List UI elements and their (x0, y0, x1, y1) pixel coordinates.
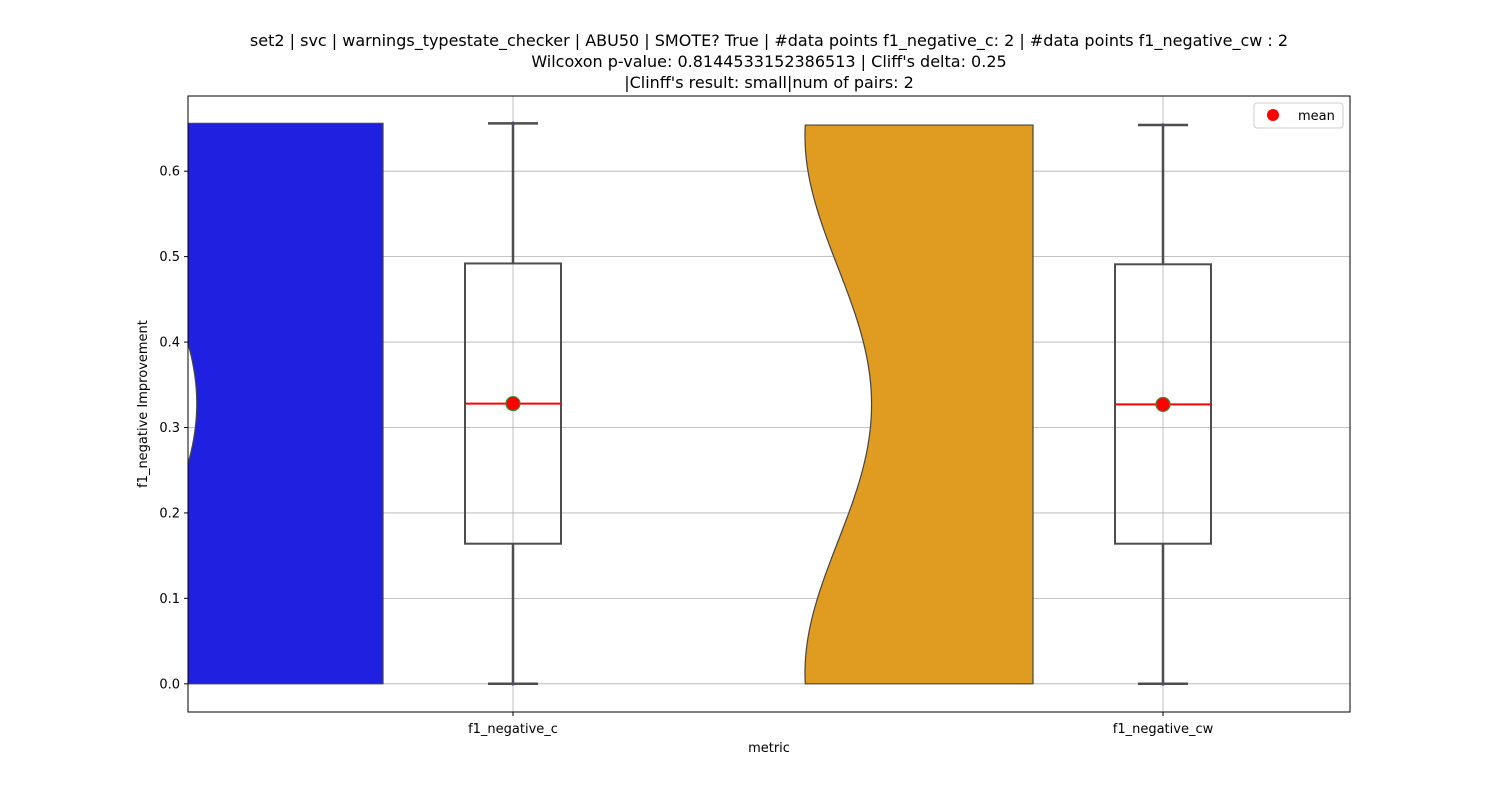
x-axis: f1_negative_c f1_negative_cw (468, 712, 1214, 737)
mean-marker (1155, 396, 1171, 413)
plot-frame (187, 95, 1351, 713)
data-point (1161, 123, 1165, 127)
y-tick-label: 0.3 (159, 421, 180, 436)
legend-label: mean (1298, 109, 1335, 124)
boxplots (464, 121, 1212, 686)
data-point (511, 121, 515, 126)
legend-box (1253, 102, 1344, 129)
chart-title: set2 | svc | warnings_typestate_checker … (250, 31, 1288, 92)
y-tick-label: 0.1 (159, 592, 180, 607)
mean-marker (505, 395, 521, 412)
y-axis-label: f1_negative Improvement (136, 320, 151, 488)
y-tick-label: 0.4 (159, 336, 180, 351)
violin-f1_negative_cw (804, 124, 1034, 685)
violins (188, 122, 1034, 685)
y-tick-label: 0.2 (159, 506, 180, 521)
x-tick-label: f1_negative_c (468, 722, 558, 737)
violin-f1_negative_c (188, 122, 384, 685)
title-line-1: set2 | svc | warnings_typestate_checker … (250, 31, 1288, 51)
x-axis-label: metric (748, 741, 790, 756)
legend: mean (1253, 102, 1344, 129)
y-axis: 0.0 0.1 0.2 0.3 0.4 0.5 0.6 (159, 165, 188, 692)
x-tick-label: f1_negative_cw (1113, 722, 1214, 737)
legend-mean-marker (1267, 109, 1279, 121)
title-line-2: Wilcoxon p-value: 0.8144533152386513 | C… (531, 52, 1006, 71)
boxplot-f1_negative_c (464, 121, 562, 686)
boxplot-f1_negative_cw (1114, 123, 1212, 686)
y-tick-label: 0.6 (159, 165, 180, 180)
title-line-3: |Clinff's result: small|num of pairs: 2 (624, 73, 914, 92)
data-point (511, 682, 515, 686)
data-point (1161, 682, 1165, 686)
y-tick-label: 0.0 (159, 677, 180, 692)
y-tick-label: 0.5 (159, 250, 180, 265)
